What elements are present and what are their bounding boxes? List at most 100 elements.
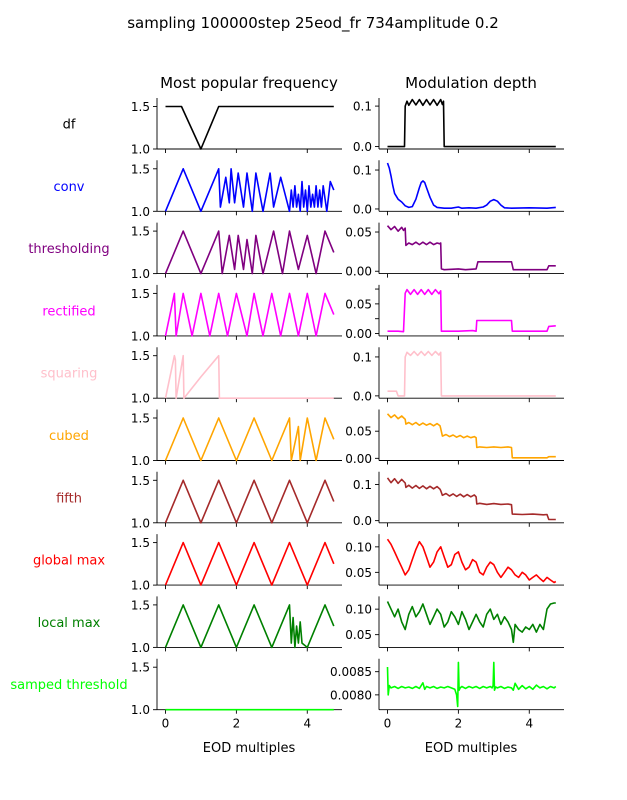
y-tick-label: 0.00 bbox=[345, 265, 372, 279]
y-tick-label: 0.00 bbox=[345, 327, 372, 341]
row-label-samped-threshold: samped threshold bbox=[10, 678, 127, 693]
y-tick-label: 0.1 bbox=[353, 100, 372, 114]
panel-global-max-frequency: 1.0 1.5 bbox=[131, 534, 342, 593]
series-line-fifth-modulation bbox=[386, 477, 556, 521]
panel-thresholding-frequency: 1.0 1.5 bbox=[131, 222, 342, 281]
panel-local-max-modulation: 0.05 0.10 bbox=[345, 596, 564, 652]
panel-rectified-modulation: 0.00 0.05 bbox=[345, 284, 564, 341]
y-tick-label: 0.1 bbox=[353, 164, 372, 178]
y-tick-label: 1.5 bbox=[131, 225, 150, 239]
x-axis-label-right: EOD multiples bbox=[425, 741, 518, 756]
x-axis-label-left: EOD multiples bbox=[203, 741, 296, 756]
panel-fifth-frequency: 1.0 1.5 bbox=[131, 471, 342, 530]
row-label-conv: conv bbox=[53, 180, 84, 195]
panel-df-frequency: 1.0 1.5 bbox=[131, 98, 342, 157]
y-tick-label: 0.05 bbox=[345, 425, 372, 439]
y-tick-label: 1.5 bbox=[131, 349, 150, 363]
y-tick-label: 0.0080 bbox=[330, 688, 372, 702]
series-line-rectified-frequency bbox=[164, 292, 335, 337]
row-labels: df conv thresholding rectified squaring cubed… bbox=[10, 118, 127, 694]
series-line-df-frequency bbox=[165, 105, 334, 150]
panel-fifth-modulation: 0.0 0.1 bbox=[353, 471, 564, 528]
series-line-squaring-modulation bbox=[387, 350, 556, 397]
x-tick-label: 4 bbox=[303, 717, 311, 731]
row-label-cubed: cubed bbox=[49, 429, 89, 444]
y-tick-label: 1.0 bbox=[131, 267, 150, 281]
series-line-fifth-frequency bbox=[164, 479, 335, 524]
panels: 1.01.50.00.11.01.50.00.11.01.50.000.051.… bbox=[131, 98, 564, 731]
series-line-local-max-modulation bbox=[386, 601, 556, 644]
figure-suptitle: sampling 100000step 25eod_fr 734amplitud… bbox=[127, 14, 499, 33]
panel-cubed-modulation: 0.00 0.05 bbox=[345, 409, 564, 466]
y-tick-label: 1.0 bbox=[131, 579, 150, 593]
row-label-local-max: local max bbox=[38, 616, 101, 631]
y-tick-label: 1.5 bbox=[131, 412, 150, 426]
y-tick-label: 1.0 bbox=[131, 392, 150, 406]
y-tick-label: 0.10 bbox=[345, 540, 372, 554]
y-tick-label: 0.05 bbox=[345, 226, 372, 240]
y-tick-label: 1.0 bbox=[131, 143, 150, 157]
panel-samped-threshold-modulation: 0.0080 0.0085 0 2 4 bbox=[330, 658, 564, 731]
y-tick-label: 0.05 bbox=[345, 566, 372, 580]
y-tick-label: 1.5 bbox=[131, 536, 150, 550]
y-tick-label: 1.0 bbox=[131, 205, 150, 219]
y-tick-label: 1.0 bbox=[131, 329, 150, 343]
y-tick-label: 0.1 bbox=[353, 478, 372, 492]
row-label-thresholding: thresholding bbox=[28, 242, 109, 257]
x-tick-label: 0 bbox=[162, 717, 170, 731]
panel-local-max-frequency: 1.0 1.5 bbox=[131, 596, 342, 655]
y-tick-label: 1.0 bbox=[131, 516, 150, 530]
panel-conv-modulation: 0.0 0.1 bbox=[353, 160, 564, 216]
column-title-modulation: Modulation depth bbox=[405, 74, 537, 92]
series-line-rectified-modulation bbox=[387, 288, 556, 333]
panel-conv-frequency: 1.0 1.5 bbox=[131, 160, 342, 219]
y-tick-label: 0.10 bbox=[345, 603, 372, 617]
y-tick-label: 1.0 bbox=[131, 641, 150, 655]
y-tick-label: 1.0 bbox=[131, 703, 150, 717]
y-tick-label: 0.0 bbox=[353, 202, 372, 216]
series-line-df-modulation bbox=[387, 98, 556, 148]
series-line-global-max-modulation bbox=[386, 538, 557, 584]
y-tick-label: 1.5 bbox=[131, 162, 150, 176]
y-tick-label: 0.1 bbox=[353, 350, 372, 364]
panel-global-max-modulation: 0.05 0.10 bbox=[345, 534, 564, 590]
y-tick-label: 1.5 bbox=[131, 287, 150, 301]
series-line-squaring-frequency bbox=[164, 354, 334, 400]
x-tick-label: 2 bbox=[233, 717, 241, 731]
row-label-rectified: rectified bbox=[42, 304, 95, 319]
y-tick-label: 0.0 bbox=[353, 140, 372, 154]
y-tick-label: 0.0 bbox=[353, 389, 372, 403]
y-tick-label: 1.5 bbox=[131, 100, 150, 114]
y-tick-label: 0.05 bbox=[345, 297, 372, 311]
y-tick-label: 1.5 bbox=[131, 474, 150, 488]
x-tick-label: 2 bbox=[455, 717, 463, 731]
y-tick-label: 0.00 bbox=[345, 452, 372, 466]
y-tick-label: 0.0 bbox=[353, 514, 372, 528]
row-label-global-max: global max bbox=[33, 554, 105, 569]
panel-samped-threshold-frequency: 1.0 1.5 0 2 4 bbox=[131, 658, 342, 731]
y-tick-label: 0.05 bbox=[345, 628, 372, 642]
y-tick-label: 1.0 bbox=[131, 454, 150, 468]
panel-df-modulation: 0.0 0.1 bbox=[353, 98, 564, 154]
series-line-samped-threshold-modulation bbox=[386, 661, 557, 708]
series-line-thresholding-frequency bbox=[164, 230, 335, 275]
panel-cubed-frequency: 1.0 1.5 bbox=[131, 409, 342, 468]
row-label-fifth: fifth bbox=[56, 491, 82, 506]
series-line-global-max-frequency bbox=[164, 541, 335, 586]
series-line-cubed-modulation bbox=[386, 413, 556, 459]
series-line-conv-frequency bbox=[164, 168, 335, 213]
panel-thresholding-modulation: 0.00 0.05 bbox=[345, 222, 564, 279]
series-line-local-max-frequency bbox=[164, 604, 335, 649]
y-tick-label: 1.5 bbox=[131, 661, 150, 675]
panel-rectified-frequency: 1.0 1.5 bbox=[131, 284, 342, 343]
x-tick-label: 4 bbox=[525, 717, 533, 731]
x-tick-label: 0 bbox=[384, 717, 392, 731]
row-label-squaring: squaring bbox=[41, 367, 98, 382]
series-line-thresholding-modulation bbox=[386, 225, 556, 271]
series-line-conv-modulation bbox=[386, 162, 556, 209]
y-tick-label: 1.5 bbox=[131, 598, 150, 612]
panel-squaring-frequency: 1.0 1.5 bbox=[131, 347, 342, 406]
column-title-frequency: Most popular frequency bbox=[160, 74, 338, 92]
y-tick-label: 0.0085 bbox=[330, 665, 372, 679]
